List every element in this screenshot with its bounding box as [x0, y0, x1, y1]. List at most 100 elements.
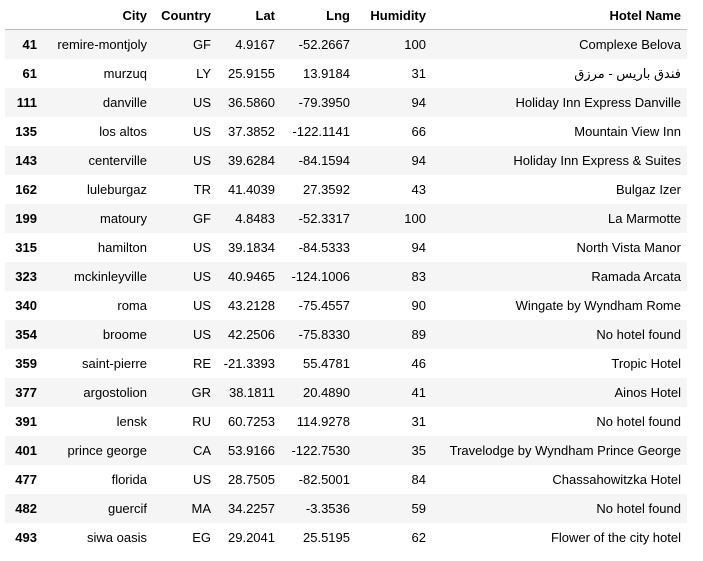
city-cell: centerville: [88, 153, 147, 168]
table-row: 493 siwa oasis EG 29.2041 25.5195 62 Flo…: [5, 523, 687, 552]
lng-cell: -82.5001: [298, 472, 350, 487]
hotel-name-cell: فندق باريس - مرزق: [574, 65, 681, 81]
row-index: 61: [22, 66, 37, 81]
country-cell: US: [192, 124, 211, 139]
hotel-dataframe-table: City Country Lat Lng Humidity Hotel Name…: [5, 2, 687, 552]
hotel-name-cell: North Vista Manor: [576, 240, 681, 255]
country-cell: US: [192, 240, 211, 255]
table-row: 359 saint-pierre RE -21.3393 55.4781 46 …: [5, 349, 687, 378]
city-cell: broome: [102, 327, 147, 342]
country-cell: GF: [192, 37, 211, 52]
table-row: 162 luleburgaz TR 41.4039 27.3592 43 Bul…: [5, 175, 687, 204]
hotel-name-cell: Mountain View Inn: [574, 124, 681, 139]
country-cell: TR: [193, 182, 211, 197]
city-cell: danville: [102, 95, 147, 110]
city-cell: luleburgaz: [87, 182, 147, 197]
humidity-cell: 31: [411, 66, 426, 81]
row-index: 391: [15, 414, 37, 429]
lat-cell: 29.2041: [228, 530, 275, 545]
city-cell: murzuq: [103, 66, 147, 81]
row-index: 315: [15, 240, 37, 255]
row-index: 354: [15, 327, 37, 342]
humidity-cell: 94: [411, 95, 426, 110]
humidity-cell: 46: [411, 356, 426, 371]
row-index: 477: [15, 472, 37, 487]
country-cell: US: [192, 472, 211, 487]
lng-cell: 13.9184: [303, 66, 350, 81]
city-cell: roma: [117, 298, 147, 313]
lng-cell: -122.7530: [291, 443, 350, 458]
table-row: 377 argostolion GR 38.1811 20.4890 41 Ai…: [5, 378, 687, 407]
city-cell: hamilton: [97, 240, 147, 255]
humidity-cell: 83: [411, 269, 426, 284]
humidity-cell: 90: [411, 298, 426, 313]
humidity-cell: 94: [411, 240, 426, 255]
table-row: 315 hamilton US 39.1834 -84.5333 94 Nort…: [5, 233, 687, 262]
row-index: 401: [15, 443, 37, 458]
lng-cell: -52.2667: [298, 37, 350, 52]
city-cell: florida: [111, 472, 147, 487]
lng-cell: -52.3317: [298, 211, 350, 226]
city-cell: mckinleyville: [74, 269, 147, 284]
country-cell: GF: [192, 211, 211, 226]
hotel-name-cell: Holiday Inn Express Danville: [515, 95, 681, 110]
city-cell: siwa oasis: [87, 530, 147, 545]
humidity-cell: 35: [411, 443, 426, 458]
lng-cell: -124.1006: [291, 269, 350, 284]
table-row: 482 guercif MA 34.2257 -3.3536 59 No hot…: [5, 494, 687, 523]
city-cell: argostolion: [83, 385, 147, 400]
table-row: 143 centerville US 39.6284 -84.1594 94 H…: [5, 146, 687, 175]
row-index: 143: [15, 153, 37, 168]
country-cell: US: [192, 298, 211, 313]
row-index: 199: [15, 211, 37, 226]
index-column-header: [5, 2, 43, 30]
table-row: 135 los altos US 37.3852 -122.1141 66 Mo…: [5, 117, 687, 146]
lng-cell: -122.1141: [292, 124, 350, 139]
city-column-header: City: [43, 2, 153, 30]
hotel-name-cell: Ramada Arcata: [591, 269, 681, 284]
hotel-name-cell: Travelodge by Wyndham Prince George: [449, 443, 681, 458]
hotel-name-cell: Tropic Hotel: [611, 356, 681, 371]
hotel-name-cell: Bulgaz Izer: [615, 182, 681, 197]
country-cell: GR: [191, 385, 212, 400]
lng-cell: 20.4890: [303, 385, 350, 400]
humidity-cell: 94: [411, 153, 426, 168]
city-cell: matoury: [100, 211, 147, 226]
country-cell: LY: [196, 66, 211, 81]
lat-cell: 4.8483: [235, 211, 275, 226]
row-index: 135: [15, 124, 37, 139]
lng-cell: -84.5333: [298, 240, 350, 255]
hotel-name-cell: Complexe Belova: [579, 37, 681, 52]
country-cell: RU: [192, 414, 211, 429]
lng-cell: -79.3950: [298, 95, 350, 110]
lng-cell: 55.4781: [303, 356, 350, 371]
row-index: 359: [15, 356, 37, 371]
lat-cell: 34.2257: [228, 501, 275, 516]
lng-cell: -3.3536: [305, 501, 350, 516]
country-cell: US: [192, 153, 211, 168]
row-index: 111: [16, 95, 37, 110]
lat-cell: 40.9465: [228, 269, 275, 284]
table-row: 477 florida US 28.7505 -82.5001 84 Chass…: [5, 465, 687, 494]
hotel-name-cell: La Marmotte: [608, 211, 681, 226]
country-cell: CA: [192, 443, 211, 458]
humidity-cell: 62: [411, 530, 426, 545]
humidity-cell: 100: [404, 211, 426, 226]
lat-cell: 39.6284: [228, 153, 275, 168]
table-row: 111 danville US 36.5860 -79.3950 94 Holi…: [5, 88, 687, 117]
hotel-name-cell: Flower of the city hotel: [550, 530, 681, 545]
lat-cell: 28.7505: [228, 472, 275, 487]
row-index: 377: [15, 385, 37, 400]
hotel-name-column-header: Hotel Name: [432, 2, 687, 30]
lng-cell: -84.1594: [298, 153, 350, 168]
hotel-name-cell: No hotel found: [596, 501, 681, 516]
lng-cell: 114.9278: [296, 414, 350, 429]
table-row: 401 prince george CA 53.9166 -122.7530 3…: [5, 436, 687, 465]
table-row: 340 roma US 43.2128 -75.4557 90 Wingate …: [5, 291, 687, 320]
hotel-name-cell: No hotel found: [596, 327, 681, 342]
humidity-cell: 31: [411, 414, 426, 429]
country-column-header: Country: [153, 2, 217, 30]
city-cell: remire-montjoly: [57, 37, 147, 52]
city-cell: saint-pierre: [81, 356, 147, 371]
header-row: City Country Lat Lng Humidity Hotel Name: [5, 2, 687, 30]
